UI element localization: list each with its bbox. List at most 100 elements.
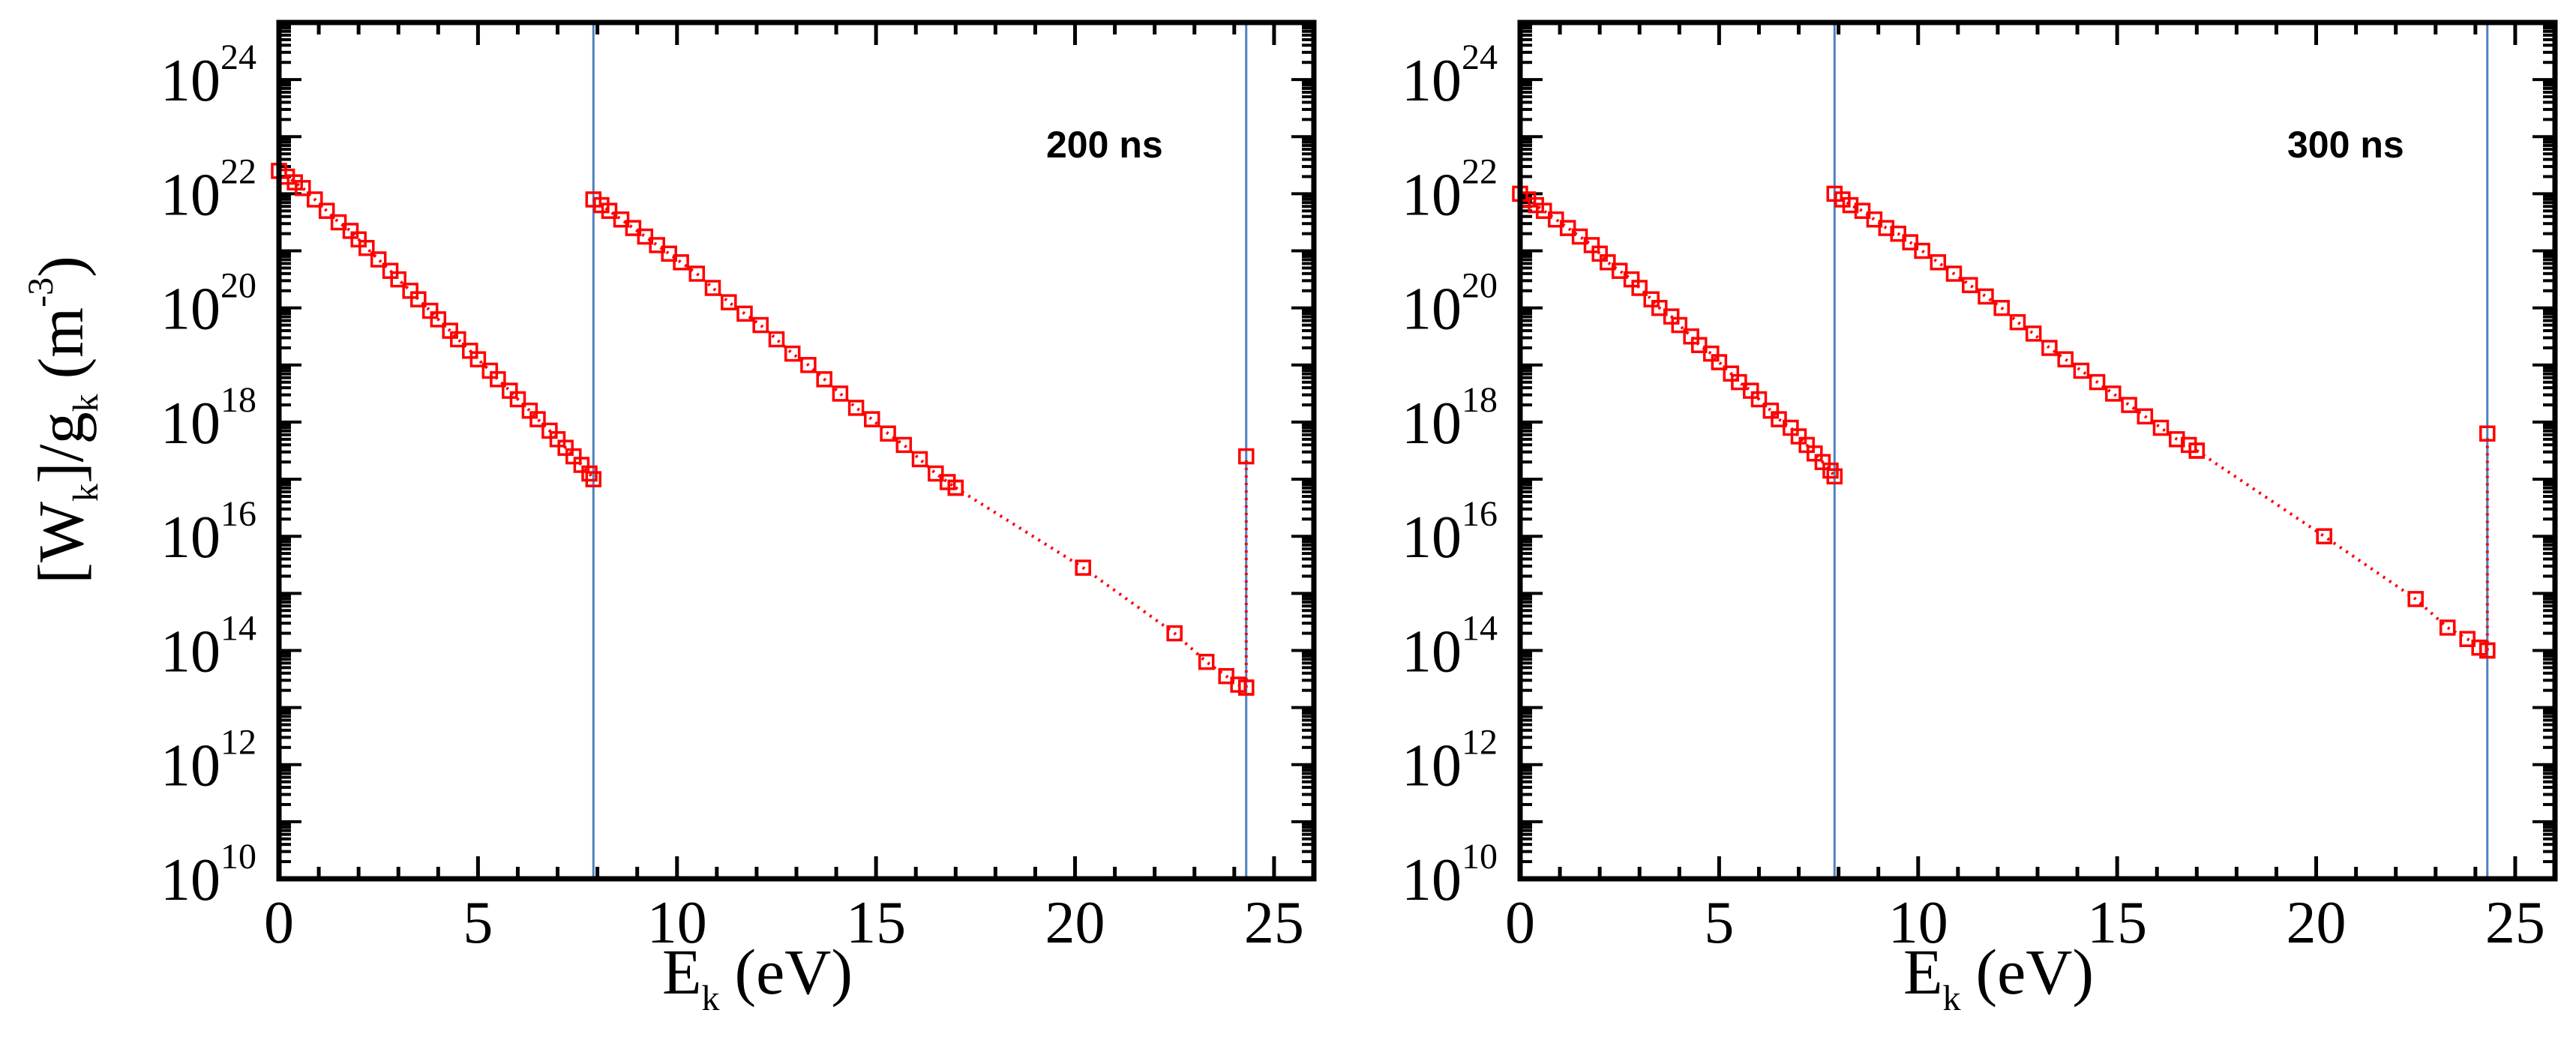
data-point: [2089, 373, 2106, 391]
data-point: [1671, 316, 1688, 334]
y-tick-label: 1014: [160, 608, 256, 685]
y-tick-base: 10: [1402, 277, 1462, 343]
data-point: [928, 465, 944, 482]
data-point: [2316, 528, 2332, 544]
data-point: [1198, 653, 1215, 670]
vertical-reference-lines: [1833, 22, 2489, 879]
data-point: [1945, 265, 1963, 282]
y-tick-exponent: 20: [1462, 266, 1498, 306]
y-label-mid: ]/g: [25, 412, 97, 484]
y-tick-label: 1020: [1402, 266, 1498, 343]
data-point: [1075, 559, 1091, 576]
y-tick-base: 10: [1402, 391, 1462, 457]
y-tick-base: 10: [160, 619, 220, 685]
data-point: [2439, 619, 2456, 636]
data-point: [1218, 667, 1234, 685]
data-point: [1962, 277, 1978, 293]
data-point: [2188, 442, 2206, 459]
data-point: [2479, 425, 2496, 442]
data-point: [1651, 299, 1668, 316]
data-point: [1611, 262, 1628, 279]
data-point: [1548, 211, 1564, 228]
series-line-segment-3: [955, 486, 1247, 689]
y-tick-exponent: 22: [1462, 151, 1498, 191]
data-point: [752, 316, 769, 334]
x-tick-label: 10: [647, 890, 707, 956]
y-tick-exponent: 10: [220, 837, 256, 877]
y-tick-exponent: 18: [220, 380, 256, 420]
y-tick-exponent: 22: [220, 151, 256, 191]
data-point: [390, 271, 406, 288]
tick-labels: 0 5 10 15 20 25101010121014101610181020102210…: [1402, 37, 2545, 956]
x-tick-label: 0: [264, 890, 294, 956]
data-point: [295, 180, 311, 196]
data-point: [1993, 299, 2010, 316]
x-label-symbol: E: [1903, 936, 1943, 1008]
data-point: [816, 371, 832, 388]
data-point: [880, 425, 896, 442]
data-point: [1914, 242, 1930, 259]
data-point: [847, 400, 865, 416]
data-point: [490, 371, 506, 388]
x-label-subscript: k: [1942, 979, 1960, 1018]
data-point: [832, 385, 849, 402]
data-point: [2025, 325, 2042, 342]
data-point: [2479, 642, 2496, 659]
y-label-close: ): [25, 256, 97, 277]
y-tick-label: 1020: [160, 266, 256, 343]
data-point: [1238, 448, 1255, 465]
data-point: [1890, 225, 1906, 242]
data-point: [1750, 391, 1768, 408]
x-tick-label: 15: [846, 890, 906, 956]
y-tick-exponent: 14: [1462, 608, 1498, 648]
tick-labels: 0 5 10 15 20 25101010121014101610181020102210…: [160, 37, 1304, 956]
data-point: [601, 202, 618, 219]
y-tick-label: 1022: [160, 151, 256, 228]
y-tick-label: 1016: [1402, 494, 1498, 571]
data-point: [704, 280, 721, 296]
data-point: [2137, 408, 2154, 425]
y-tick-exponent: 24: [1462, 37, 1498, 77]
data-point: [2073, 362, 2090, 379]
y-tick-label: 1022: [1402, 151, 1498, 228]
y-tick-exponent: 16: [1462, 494, 1498, 534]
y-tick-base: 10: [160, 505, 220, 571]
y-tick-label: 1016: [160, 494, 256, 571]
data-point: [721, 294, 737, 310]
data-point: [358, 239, 375, 256]
data-point: [947, 479, 964, 496]
data-point: [625, 220, 642, 236]
y-tick-exponent: 20: [220, 266, 256, 306]
y-tick-exponent: 18: [1462, 380, 1498, 420]
y-tick-exponent: 10: [1462, 837, 1498, 877]
data-point: [450, 331, 466, 348]
y-label-exp: -3: [21, 277, 61, 307]
y-tick-label: 1010: [160, 837, 256, 913]
y-tick-base: 10: [1402, 733, 1462, 799]
x-tick-label: 20: [2287, 890, 2347, 956]
y-tick-exponent: 12: [220, 723, 256, 763]
y-tick-exponent: 24: [220, 37, 256, 77]
x-label-symbol: E: [662, 936, 702, 1008]
data-point: [2041, 340, 2058, 356]
x-axis-label: Ek (eV): [662, 936, 853, 1018]
y-tick-exponent: 14: [220, 608, 256, 648]
x-tick-label: 20: [1045, 890, 1105, 956]
data-point: [895, 436, 913, 454]
y-tick-base: 10: [160, 162, 220, 228]
x-tick-label: 0: [1505, 890, 1535, 956]
data-point: [529, 411, 546, 427]
x-label-unit: (eV): [1975, 936, 2094, 1008]
data-point: [307, 191, 323, 208]
chart-panel-300ns: 0 5 10 15 20 25101010121014101610181020102210…: [1402, 19, 2558, 1018]
y-label-sub1: k: [66, 484, 106, 502]
y-tick-label: 1010: [1402, 837, 1498, 913]
data-point: [688, 265, 706, 282]
data-point: [1771, 411, 1787, 427]
data-point: [661, 245, 677, 262]
data-point: [2459, 631, 2476, 647]
data-point: [800, 357, 817, 373]
data-point: [2121, 397, 2137, 413]
y-tick-base: 10: [1402, 162, 1462, 228]
